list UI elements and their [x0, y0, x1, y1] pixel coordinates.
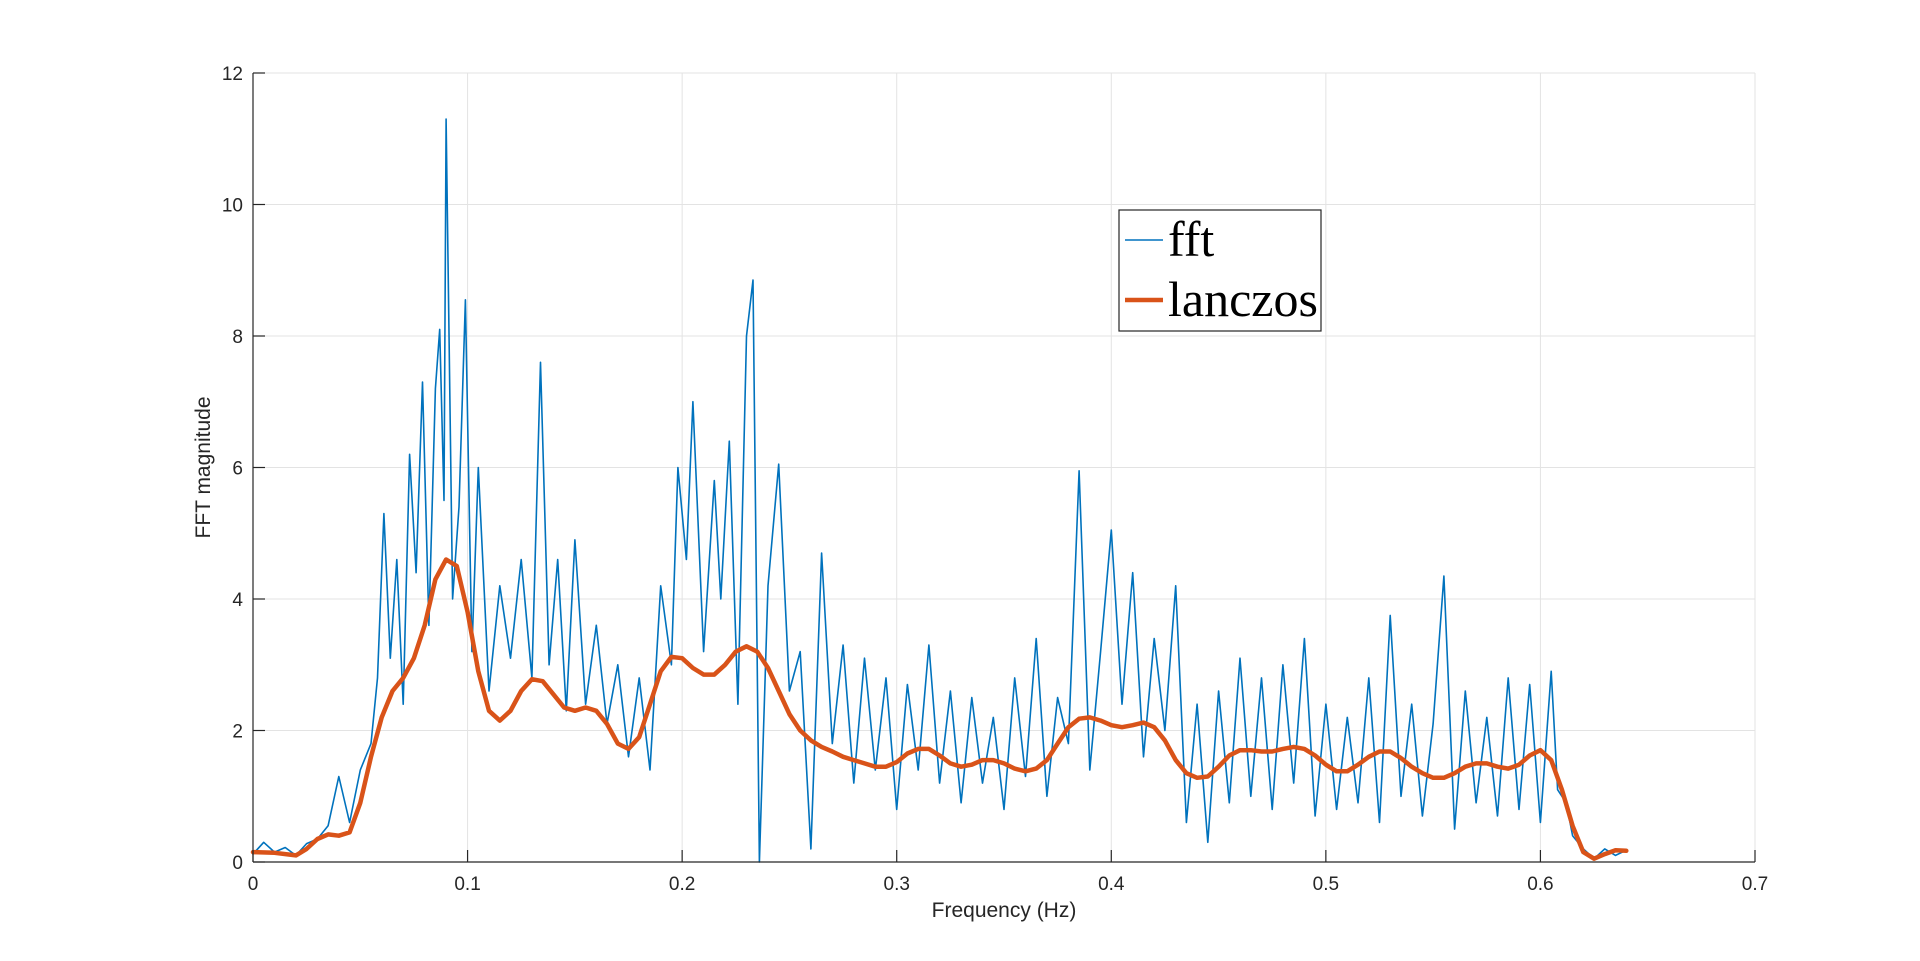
x-tick-label-3: 0.3 — [884, 874, 910, 895]
plot-lines — [250, 118, 1629, 863]
series-fft-line — [252, 118, 1628, 863]
y-tick-label-0: 0 — [232, 853, 243, 874]
x-tick-label-2: 0.2 — [669, 874, 695, 895]
axes: 0 0.1 0.2 0.3 0.4 0.5 0.6 0.7 0 2 4 6 8 10 12 — [222, 64, 1768, 895]
y-tick-label-2: 4 — [232, 590, 243, 611]
y-tick-label-5: 10 — [222, 196, 243, 217]
x-tick-label-7: 0.7 — [1742, 874, 1768, 895]
y-tick-label-3: 6 — [232, 459, 243, 480]
x-tick-label-4: 0.4 — [1098, 874, 1125, 895]
x-tick-label-5: 0.5 — [1313, 874, 1339, 895]
x-tick-label-0: 0 — [248, 874, 259, 895]
series-lanczos-line — [250, 557, 1629, 861]
legend-box — [1118, 209, 1322, 332]
y-axis-label: FFT magnitude — [192, 396, 215, 538]
x-axis-label: Frequency (Hz) — [932, 899, 1077, 922]
legend-label-fft: fft — [1168, 211, 1214, 267]
x-tick-label-1: 0.1 — [454, 874, 480, 895]
x-tick-label-6: 0.6 — [1527, 874, 1553, 895]
legend-label-lanczos: lanczos — [1168, 271, 1318, 327]
grid-lines — [252, 72, 1756, 863]
y-tick-label-6: 12 — [222, 64, 243, 85]
y-tick-label-4: 8 — [232, 327, 243, 348]
y-tick-label-1: 2 — [232, 722, 243, 743]
